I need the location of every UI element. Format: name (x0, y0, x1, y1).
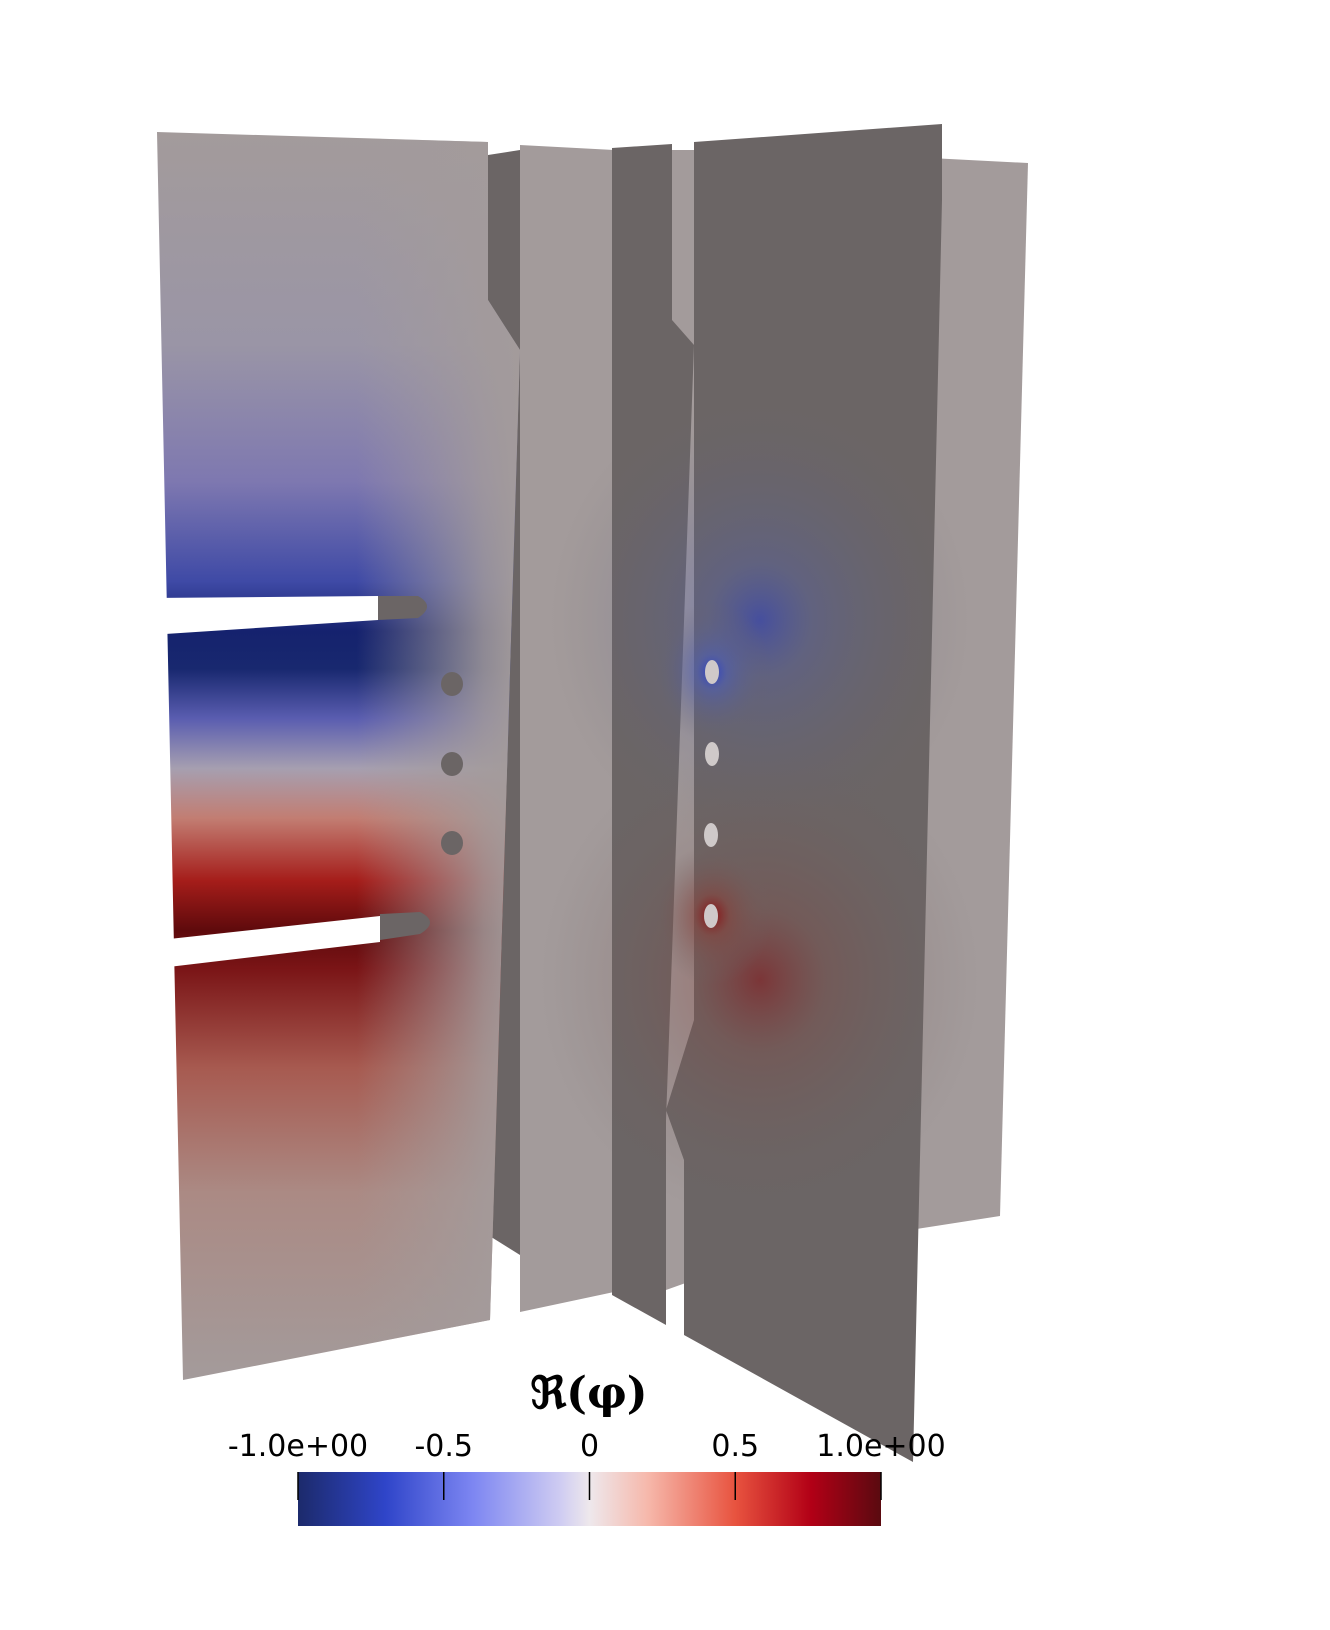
lower-slot (160, 916, 380, 968)
right-hole-3 (704, 823, 718, 847)
colorbar-tick-label-4: 1.0e+00 (816, 1429, 945, 1464)
right-red-glow (540, 740, 980, 1220)
left-panel-fade (157, 132, 520, 1380)
left-hole-3 (441, 831, 463, 855)
colorbar: ℜ(φ) -1.0e+00 -0.5 0 0.5 1.0e+00 (228, 1368, 946, 1526)
colorbar-tick-label-1: -0.5 (414, 1429, 473, 1464)
left-hole-2 (441, 752, 463, 776)
upper-slot-tip (378, 596, 427, 620)
upper-slot (150, 596, 378, 635)
right-hole-1 (705, 660, 719, 684)
right-hole-4 (704, 904, 718, 928)
lower-slot-tip (380, 912, 430, 940)
colorbar-tick-label-3: 0.5 (711, 1429, 759, 1464)
right-blue-glow (550, 390, 970, 850)
colorbar-tick-label-2: 0 (580, 1429, 599, 1464)
colorbar-tick-label-0: -1.0e+00 (228, 1429, 368, 1464)
right-hole-2 (705, 742, 719, 766)
colorbar-ticks: -1.0e+00 -0.5 0 0.5 1.0e+00 (228, 1429, 946, 1500)
colorbar-title: ℜ(φ) (530, 1368, 647, 1419)
left-hole-1 (441, 672, 463, 696)
